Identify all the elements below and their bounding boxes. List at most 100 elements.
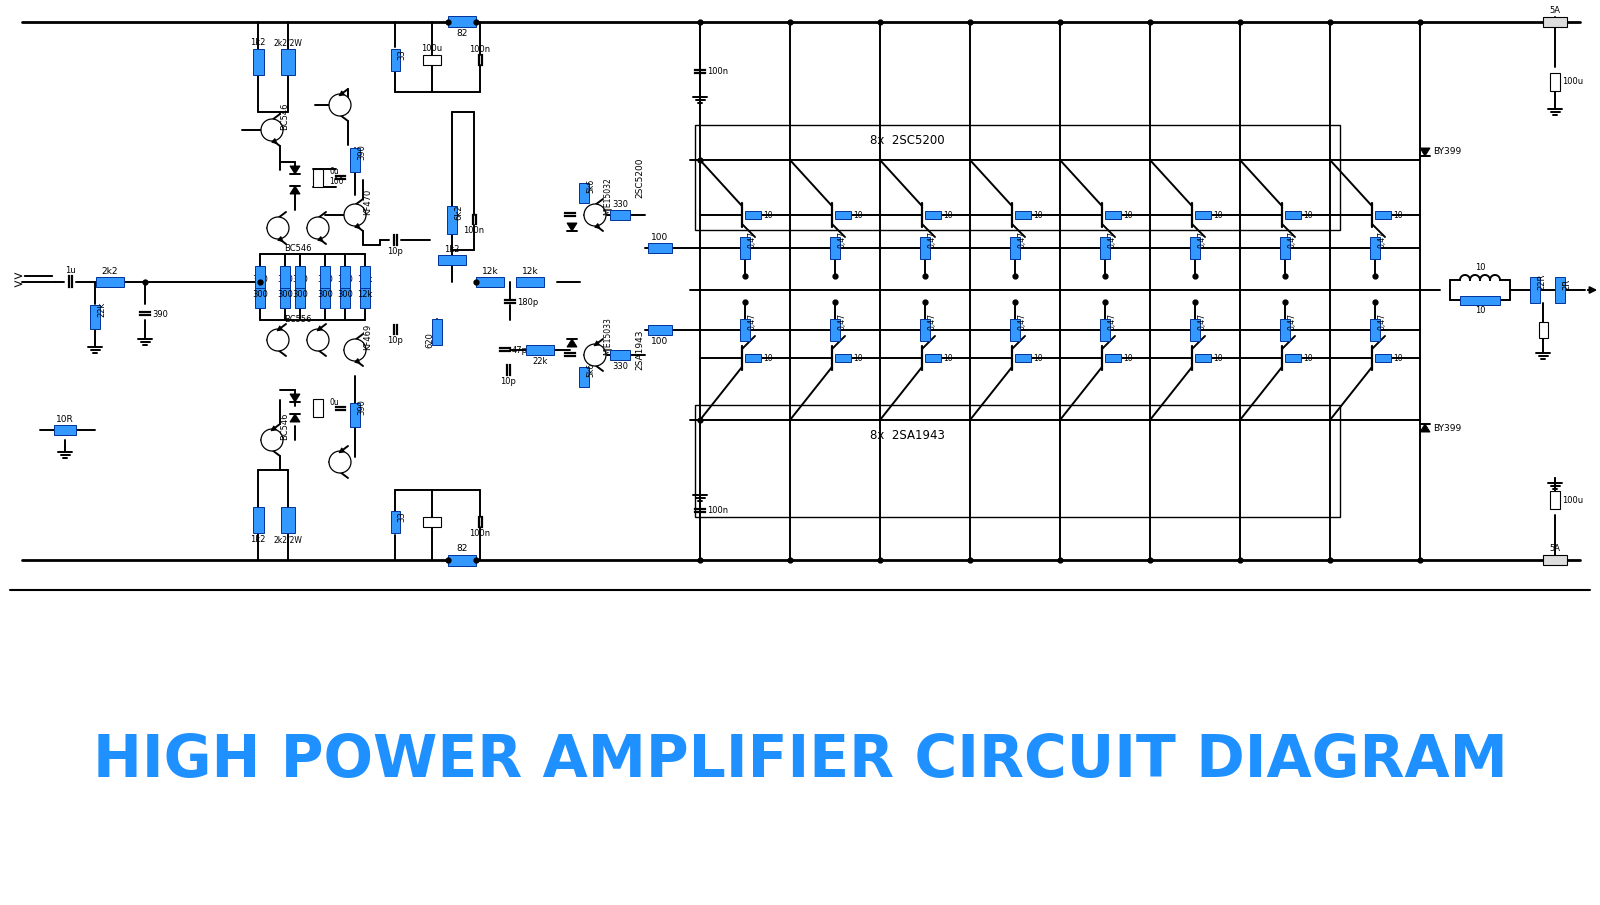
- Text: HIGH POWER AMPLIFIER CIRCUIT DIAGRAM: HIGH POWER AMPLIFIER CIRCUIT DIAGRAM: [93, 731, 1507, 788]
- Text: 82: 82: [456, 544, 467, 553]
- Bar: [1195, 211, 1211, 219]
- Text: 6k2: 6k2: [454, 205, 464, 220]
- Text: 10: 10: [1475, 263, 1485, 272]
- Bar: [835, 211, 851, 219]
- Bar: [448, 555, 477, 566]
- Text: 10: 10: [1394, 354, 1403, 363]
- Bar: [925, 354, 941, 362]
- Text: 0,47: 0,47: [928, 313, 936, 330]
- Bar: [835, 354, 851, 362]
- Text: BC546: BC546: [280, 413, 290, 440]
- Bar: [253, 507, 264, 533]
- Bar: [1370, 319, 1379, 341]
- Bar: [920, 237, 930, 259]
- Bar: [579, 183, 589, 203]
- Text: 2k2/2W: 2k2/2W: [274, 535, 302, 544]
- Polygon shape: [290, 414, 301, 422]
- Text: 10: 10: [942, 354, 952, 363]
- Text: 47p: 47p: [512, 346, 528, 355]
- Bar: [1101, 237, 1110, 259]
- Circle shape: [267, 329, 290, 351]
- Bar: [280, 286, 290, 308]
- Text: >: >: [13, 278, 24, 291]
- Bar: [648, 325, 672, 335]
- Circle shape: [307, 217, 330, 239]
- Text: 0,47: 0,47: [1107, 313, 1117, 330]
- Bar: [350, 403, 360, 427]
- Text: 0,47: 0,47: [1378, 313, 1387, 330]
- Bar: [1370, 237, 1379, 259]
- Circle shape: [344, 339, 366, 361]
- Text: 1u: 1u: [64, 266, 75, 275]
- Bar: [1539, 322, 1547, 338]
- Text: 0,47: 0,47: [1378, 231, 1387, 248]
- Bar: [1550, 73, 1560, 91]
- Bar: [282, 507, 294, 533]
- Text: 10p: 10p: [501, 376, 515, 386]
- Bar: [477, 277, 504, 287]
- Text: 300: 300: [338, 290, 354, 299]
- Text: 100u: 100u: [1562, 78, 1582, 87]
- Polygon shape: [1421, 148, 1430, 156]
- Text: BY399: BY399: [1434, 424, 1461, 433]
- Bar: [579, 367, 589, 387]
- Text: 10: 10: [1123, 211, 1133, 220]
- Bar: [422, 55, 442, 65]
- Bar: [294, 266, 306, 288]
- Bar: [1280, 237, 1290, 259]
- Bar: [390, 49, 400, 71]
- Text: 100n: 100n: [707, 68, 728, 77]
- Bar: [422, 517, 442, 527]
- Text: 10: 10: [853, 354, 862, 363]
- Bar: [339, 286, 350, 308]
- Text: 10: 10: [1123, 354, 1133, 363]
- Text: 12k: 12k: [522, 266, 538, 275]
- Text: 300: 300: [293, 290, 307, 299]
- Text: 0u: 0u: [330, 397, 339, 406]
- Text: MJE15032: MJE15032: [603, 177, 613, 215]
- Polygon shape: [290, 166, 301, 174]
- Bar: [1101, 319, 1110, 341]
- Text: 180p: 180p: [517, 298, 538, 307]
- Bar: [390, 511, 400, 533]
- Bar: [526, 345, 554, 355]
- Text: 33: 33: [397, 511, 406, 522]
- Polygon shape: [566, 339, 578, 347]
- Text: 390: 390: [357, 144, 366, 160]
- Circle shape: [267, 217, 290, 239]
- Bar: [694, 405, 1341, 517]
- Bar: [739, 237, 750, 259]
- Text: 10: 10: [942, 211, 952, 220]
- Bar: [314, 169, 323, 187]
- Bar: [54, 425, 77, 435]
- Text: 0,47: 0,47: [1018, 313, 1027, 330]
- Text: 100u: 100u: [1562, 496, 1582, 504]
- Text: 2R: 2R: [1563, 279, 1571, 290]
- Text: 300: 300: [293, 275, 307, 284]
- Text: 390: 390: [357, 399, 366, 415]
- Bar: [438, 255, 466, 265]
- Text: 5A: 5A: [1549, 544, 1560, 553]
- Text: 10: 10: [1213, 354, 1222, 363]
- Text: 100: 100: [651, 337, 669, 346]
- Text: 100n: 100n: [469, 44, 491, 53]
- Bar: [920, 319, 930, 341]
- Bar: [610, 350, 630, 360]
- Bar: [1190, 319, 1200, 341]
- Bar: [254, 286, 266, 308]
- Text: BC546: BC546: [280, 102, 290, 130]
- Text: 10: 10: [1475, 306, 1485, 315]
- Text: 10p: 10p: [387, 336, 403, 345]
- Bar: [1010, 319, 1021, 341]
- Bar: [432, 319, 442, 345]
- Text: 0,47: 0,47: [1197, 313, 1206, 330]
- Polygon shape: [290, 394, 301, 402]
- Text: 2k2/2W: 2k2/2W: [274, 38, 302, 47]
- Bar: [746, 211, 762, 219]
- Bar: [1010, 237, 1021, 259]
- Text: 0,47: 0,47: [1107, 231, 1117, 248]
- Text: 22k: 22k: [98, 301, 107, 317]
- Text: 33: 33: [397, 49, 406, 60]
- Text: BC556: BC556: [285, 315, 312, 324]
- Text: 10: 10: [1302, 211, 1312, 220]
